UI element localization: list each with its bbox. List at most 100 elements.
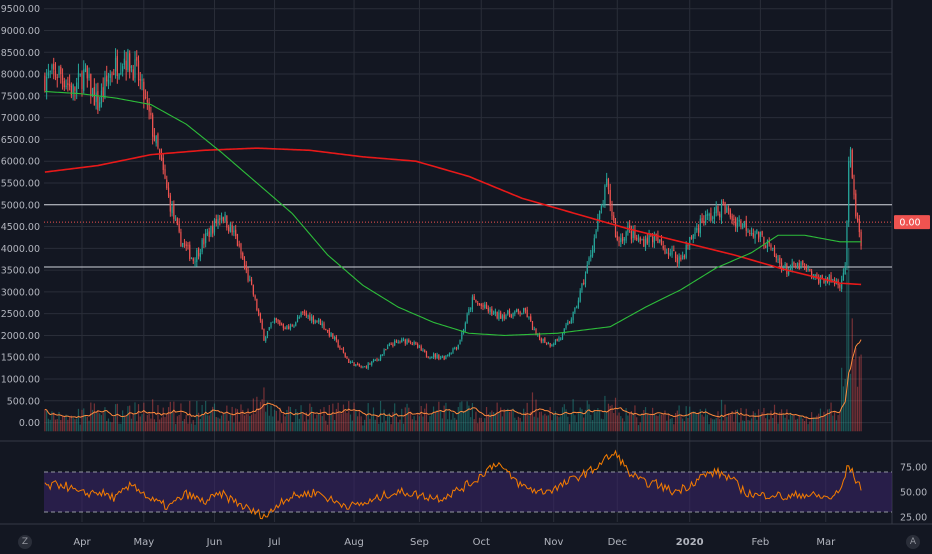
candle-body <box>349 362 352 364</box>
candle-body <box>233 230 235 233</box>
candle-body <box>637 239 640 241</box>
volume-bar <box>650 414 652 432</box>
candle-body <box>399 342 401 344</box>
candle-body <box>517 308 519 312</box>
volume-bar <box>793 415 795 432</box>
rsi-axis: 75.00 50.00 25.00 <box>900 463 927 524</box>
candle-body <box>409 342 412 344</box>
volume-bar <box>855 348 857 432</box>
volume-bar <box>228 420 230 432</box>
candle-body <box>600 206 602 210</box>
candle-body <box>682 255 684 260</box>
volume-bar <box>238 421 240 432</box>
candle-body <box>452 348 454 353</box>
candle-body <box>296 317 299 322</box>
volume-bar <box>387 415 389 432</box>
volume-bar <box>697 412 700 432</box>
candle-body <box>60 66 62 75</box>
candle-body <box>192 258 194 261</box>
candle-body <box>616 235 618 240</box>
candle-body <box>664 248 666 254</box>
candle-body <box>455 347 458 349</box>
volume-bar <box>789 412 792 432</box>
candle-body <box>208 231 210 238</box>
volume-bar <box>445 402 447 432</box>
volume-bar <box>197 412 200 432</box>
volume-bar <box>397 422 399 432</box>
volume-bar <box>60 420 62 432</box>
volume-bar <box>137 404 140 432</box>
volume-bar <box>634 405 636 432</box>
volume-bar <box>399 419 401 432</box>
candle-body <box>745 220 747 231</box>
goto-date-button[interactable]: Z <box>18 535 32 549</box>
candle-body <box>680 257 682 260</box>
candle-body <box>662 245 664 249</box>
volume-bar <box>99 413 101 432</box>
volume-bar <box>533 416 535 432</box>
time-axis-label: Mar <box>816 537 836 548</box>
candle-body <box>719 213 721 218</box>
volume-bar <box>773 404 776 432</box>
volume-bar <box>289 407 292 432</box>
volume-bar <box>461 401 463 432</box>
candle-body <box>136 57 138 61</box>
volume-bar <box>655 415 657 432</box>
volume-bar <box>510 410 512 432</box>
volume-bar <box>318 413 320 432</box>
price-axis-label: 2000.00 <box>1 331 40 342</box>
candle-body <box>201 239 203 252</box>
volume-bar <box>788 419 790 432</box>
candle-body <box>508 311 511 315</box>
volume-bar <box>250 414 253 432</box>
candle-body <box>731 215 733 221</box>
volume-bar <box>646 414 648 432</box>
candle-body <box>199 252 201 258</box>
candle-body <box>498 312 500 320</box>
volume-bar <box>780 409 783 432</box>
candle-body <box>692 235 694 239</box>
volume-bar <box>364 419 366 432</box>
volume-bar <box>832 415 834 432</box>
candle-body <box>666 252 668 254</box>
rsi-band <box>44 472 892 512</box>
volume-bar <box>798 415 800 432</box>
candle-body <box>387 346 389 350</box>
volume-bar <box>356 416 359 432</box>
auto-scale-button[interactable]: A <box>906 535 920 549</box>
candle-body <box>72 84 74 93</box>
candle-body <box>749 233 751 235</box>
candle-body <box>259 313 262 321</box>
candle-body <box>561 332 564 340</box>
volume-bar <box>581 409 583 432</box>
candle-body <box>146 99 148 103</box>
volume-bar <box>215 417 217 432</box>
candle-body <box>47 72 50 76</box>
volume-bar <box>837 415 839 432</box>
volume-bar <box>132 413 134 432</box>
volume-bar <box>408 407 410 432</box>
volume-bar <box>136 421 138 432</box>
candle-body <box>593 238 595 252</box>
candle-body <box>404 339 406 344</box>
volume-bar <box>226 405 228 432</box>
candle-body <box>190 257 193 259</box>
volume-bar <box>758 409 760 432</box>
volume-bar <box>409 411 412 432</box>
volume-bar <box>371 416 373 432</box>
time-axis: Apr May Jun Jul Aug Sep Oct Nov Dec 2020 Feb Mar <box>73 537 836 548</box>
candle-body <box>740 220 742 227</box>
candle-body <box>240 243 242 255</box>
volume-bar <box>648 414 650 432</box>
candle-body <box>618 241 620 243</box>
volume-bar <box>849 373 852 432</box>
volume-bar <box>118 423 120 432</box>
candle-body <box>228 227 230 232</box>
volume-bar <box>800 415 802 432</box>
candle-body <box>450 352 452 354</box>
candle-body <box>127 50 129 70</box>
volume-bar <box>606 412 608 432</box>
candle-body <box>194 261 196 263</box>
